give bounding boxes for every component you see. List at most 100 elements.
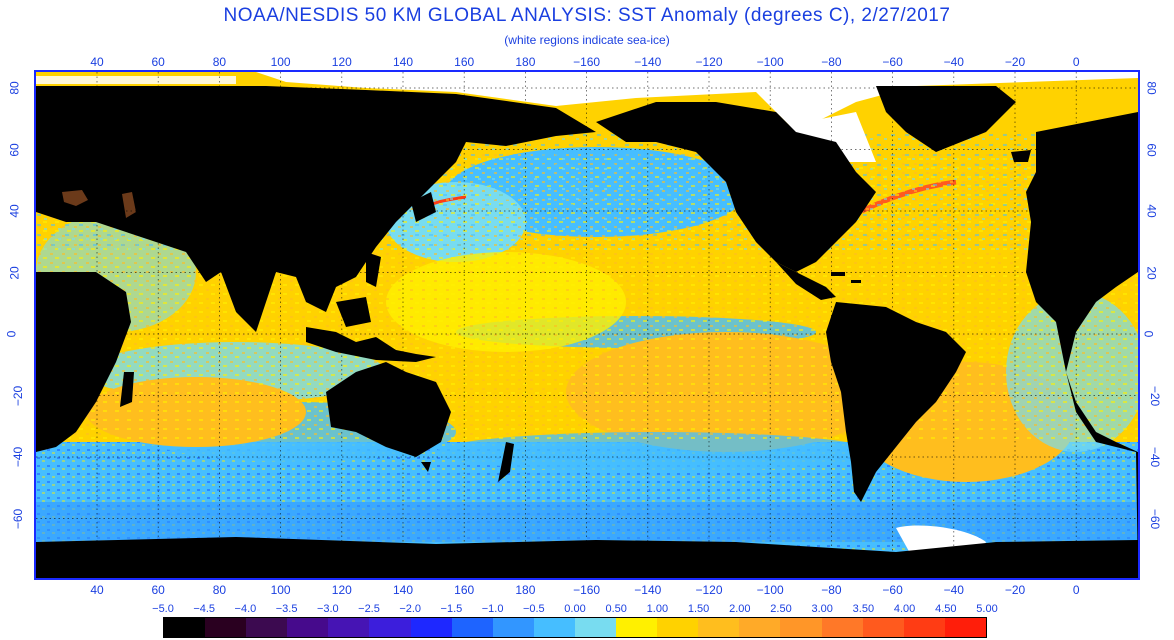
- map-canvas: [36, 72, 1138, 578]
- longitude-label: 140: [392, 583, 414, 597]
- longitude-label: 100: [270, 55, 291, 69]
- longitude-label: −80: [821, 583, 842, 597]
- land-borneo: [336, 297, 371, 327]
- colorbar-segment: [328, 618, 370, 637]
- longitude-label: −100: [756, 55, 784, 69]
- longitude-label: 0: [1072, 583, 1080, 597]
- longitude-label: 100: [270, 583, 291, 597]
- colorbar-tick-label: −1.0: [481, 603, 504, 615]
- longitude-label: 180: [515, 583, 536, 597]
- colorbar-tick-label: 5.00: [976, 603, 998, 615]
- longitude-label: 0: [1072, 55, 1080, 69]
- longitude-label: −100: [756, 583, 784, 597]
- colorbar: [163, 617, 987, 638]
- latitude-label: −40: [11, 446, 26, 468]
- colorbar-tick-label: 4.00: [893, 603, 916, 615]
- colorbar-tick-label: −2.0: [399, 603, 422, 615]
- land-tasmania: [421, 462, 431, 472]
- latitude-label: 80: [1144, 81, 1159, 95]
- longitude-label: −20: [1004, 55, 1026, 69]
- longitude-label: −40: [943, 55, 964, 69]
- colorbar-segment: [205, 618, 247, 637]
- land-south-america: [826, 302, 966, 502]
- colorbar-segment: [739, 618, 781, 637]
- colorbar-segment: [533, 618, 575, 637]
- land-indonesia: [306, 327, 436, 362]
- colorbar-tick-label: 2.00: [729, 603, 751, 615]
- land-philippines: [366, 252, 381, 287]
- land: [36, 86, 1138, 578]
- longitude-label: −80: [821, 55, 842, 69]
- lake-anomaly: [62, 190, 136, 218]
- longitude-label: −140: [634, 55, 662, 69]
- colorbar-segment: [287, 618, 329, 637]
- latitude-label: 20: [1144, 265, 1159, 280]
- longitude-label: 60: [151, 55, 165, 69]
- colorbar-tick-label: 1.00: [646, 603, 669, 615]
- colorbar-segment: [451, 618, 493, 637]
- colorbar-tick-label: 2.50: [770, 603, 792, 615]
- latitude-label: 80: [7, 81, 22, 95]
- longitude-label: −60: [882, 583, 903, 597]
- colorbar-segment: [698, 618, 740, 637]
- colorbar-tick-label: −1.5: [440, 603, 463, 615]
- colorbar-segment: [369, 618, 411, 637]
- land-greenland: [876, 86, 1016, 152]
- longitude-label: −60: [882, 55, 903, 69]
- land-africa-east: [36, 272, 131, 452]
- land-new-zealand: [498, 442, 514, 482]
- colorbar-segment: [780, 618, 822, 637]
- latitude-label: −60: [11, 508, 26, 529]
- latitude-label: −60: [1148, 508, 1163, 529]
- longitude-label: −120: [695, 583, 723, 597]
- colorbar-tick-label: −3.0: [316, 603, 339, 615]
- longitude-label: 140: [392, 55, 414, 69]
- longitude-label: 160: [454, 583, 475, 597]
- latitude-label: −20: [1148, 385, 1163, 406]
- longitude-label: 120: [331, 583, 352, 597]
- colorbar-segment: [410, 618, 452, 637]
- colorbar-tick-label: 1.50: [687, 603, 710, 615]
- longitude-label: −140: [634, 583, 662, 597]
- colorbar-tick-label: −3.5: [275, 603, 298, 615]
- colorbar-segment: [574, 618, 617, 637]
- colorbar-segment: [616, 618, 658, 637]
- longitude-label: 60: [151, 583, 165, 597]
- longitude-label: −120: [695, 55, 723, 69]
- land-japan: [411, 192, 436, 222]
- longitude-label: −40: [943, 583, 964, 597]
- colorbar-segment: [246, 618, 288, 637]
- colorbar-segment: [821, 618, 863, 637]
- latitude-label: 60: [7, 142, 22, 157]
- land-australia: [326, 362, 451, 457]
- colorbar-tick-label: 0.00: [564, 603, 586, 615]
- longitude-label: 160: [454, 55, 475, 69]
- colorbar-tick-label: 0.50: [605, 603, 627, 615]
- longitude-label: 180: [515, 55, 536, 69]
- colorbar-tick-label: 4.50: [935, 603, 957, 615]
- land-central-america: [776, 262, 836, 300]
- colorbar-tick-label: −0.5: [522, 603, 545, 615]
- map-title: NOAA/NESDIS 50 KM GLOBAL ANALYSIS: SST A…: [223, 5, 951, 26]
- graticule: [36, 72, 1138, 578]
- land-madagascar: [120, 372, 134, 407]
- colorbar-segment: [862, 618, 904, 637]
- colorbar-tick-label: 3.00: [811, 603, 833, 615]
- longitude-label: 40: [90, 583, 104, 597]
- colorbar-segment: [492, 618, 534, 637]
- latitude-label: 40: [1144, 204, 1159, 218]
- colorbar-segment: [164, 618, 206, 637]
- latitude-label: −40: [1148, 446, 1163, 468]
- colorbar-tick-label: −4.5: [193, 603, 216, 615]
- colorbar-segment: [944, 618, 986, 637]
- land-north-america: [596, 102, 876, 272]
- colorbar-segment: [657, 618, 699, 637]
- longitude-label: 120: [331, 55, 352, 69]
- land-antarctica: [36, 537, 1138, 578]
- colorbar-tick-label: 3.50: [852, 603, 875, 615]
- map-subtitle: (white regions indicate sea-ice): [504, 33, 670, 47]
- colorbar-tick-label: −2.5: [358, 603, 380, 615]
- sst-anomaly-map: [34, 70, 1140, 580]
- longitude-label: 40: [90, 55, 104, 69]
- longitude-label: −20: [1004, 583, 1026, 597]
